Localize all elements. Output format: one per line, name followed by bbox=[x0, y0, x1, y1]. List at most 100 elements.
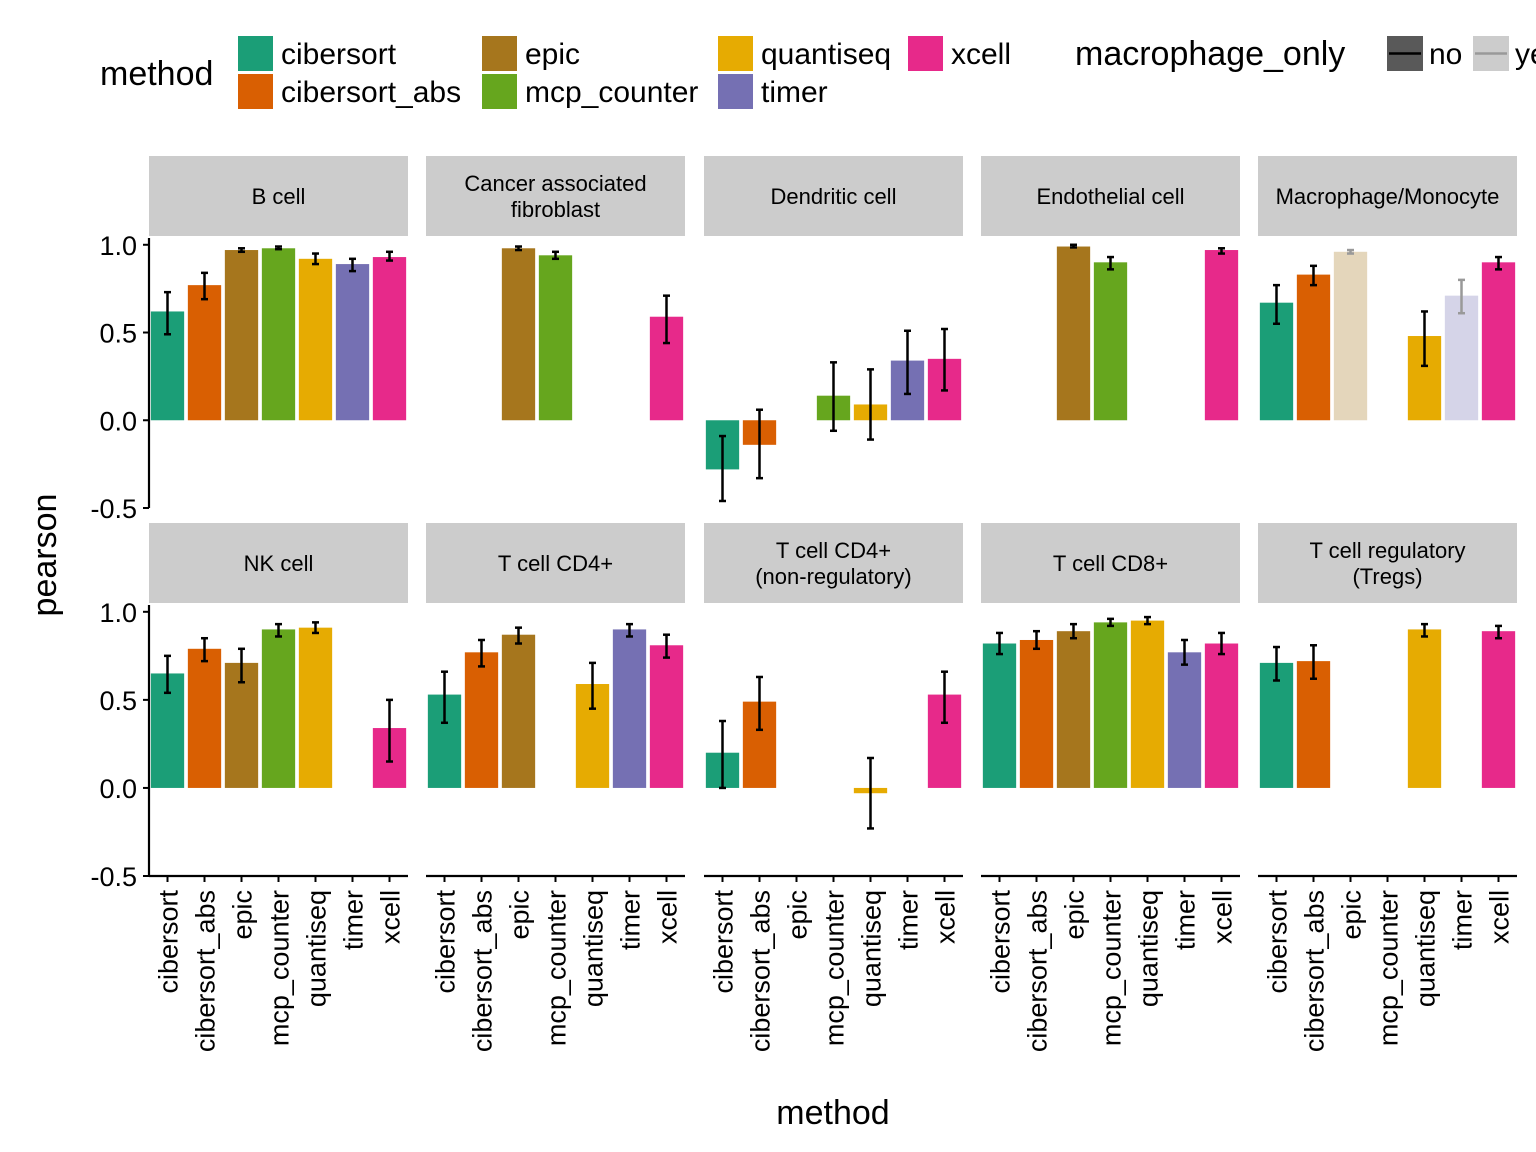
x-tick-label-cibersort-abs: cibersort_abs bbox=[1023, 890, 1053, 1052]
legend-label-cibersort: cibersort bbox=[281, 38, 397, 71]
strip-t-cell-cd4-non-regulatory bbox=[704, 523, 963, 603]
strip-label-endothelial-cell: Endothelial cell bbox=[1037, 184, 1185, 209]
errorbar-t-cell-regulatory-tregs-cibersort bbox=[1273, 645, 1280, 682]
x-tick-label-epic: epic bbox=[1060, 890, 1090, 940]
y-axis-title: pearson bbox=[26, 494, 64, 617]
strip-t-cell-regulatory-tregs bbox=[1258, 523, 1517, 603]
errorbar-t-cell-cd4-quantiseq bbox=[589, 661, 596, 710]
legend-label-epic: epic bbox=[525, 38, 580, 71]
errorbar-b-cell-epic bbox=[238, 247, 245, 254]
x-tick-label-mcp-counter: mcp_counter bbox=[1097, 890, 1127, 1046]
strip-t-cell-cd4 bbox=[426, 523, 685, 603]
errorbar-dendritic-cell-mcp-counter bbox=[830, 361, 837, 433]
legend-title-method: method bbox=[100, 55, 213, 93]
legend-label-no: no bbox=[1429, 38, 1462, 71]
errorbar-t-cell-cd8-mcp-counter bbox=[1107, 617, 1114, 628]
errorbar-endothelial-cell-xcell bbox=[1218, 247, 1225, 255]
x-tick-label-cibersort: cibersort bbox=[1263, 890, 1293, 994]
errorbar-dendritic-cell-cibersort-abs bbox=[756, 408, 763, 480]
bar-endothelial-cell-epic bbox=[1056, 246, 1091, 421]
x-tick-label-xcell: xcell bbox=[1485, 890, 1515, 944]
strip-label-t-cell-cd8: T cell CD8+ bbox=[1053, 551, 1168, 576]
bar-cancer-associated-fibroblast-epic bbox=[501, 248, 536, 421]
errorbar-t-cell-cd8-quantiseq bbox=[1144, 615, 1151, 626]
bar-b-cell-xcell bbox=[372, 257, 407, 421]
legend-label-yes: yes bbox=[1515, 38, 1536, 71]
x-tick-label-cibersort: cibersort bbox=[709, 890, 739, 994]
bar-b-cell-epic bbox=[224, 250, 259, 421]
x-tick-label-quantiseq: quantiseq bbox=[1134, 890, 1164, 1007]
bar-macrophage-monocyte-epic bbox=[1333, 251, 1368, 421]
x-tick-label-cibersort-abs: cibersort_abs bbox=[468, 890, 498, 1052]
legend-swatch-xcell bbox=[908, 36, 943, 71]
bar-t-cell-cd8-quantiseq bbox=[1130, 620, 1165, 788]
errorbar-nk-cell-mcp-counter bbox=[275, 622, 282, 638]
errorbar-nk-cell-epic bbox=[238, 647, 245, 684]
strip-label-dendritic-cell: Dendritic cell bbox=[771, 184, 897, 209]
errorbar-t-cell-cd4-timer bbox=[626, 622, 633, 638]
errorbar-macrophage-monocyte-quantiseq bbox=[1421, 310, 1428, 368]
bar-t-cell-cd8-cibersort bbox=[982, 643, 1017, 788]
errorbar-endothelial-cell-epic bbox=[1070, 243, 1077, 249]
strip-label-t-cell-cd4: T cell CD4+ bbox=[498, 551, 613, 576]
errorbar-dendritic-cell-xcell bbox=[941, 327, 948, 392]
x-tick-label-timer: timer bbox=[894, 890, 924, 950]
x-tick-label-mcp-counter: mcp_counter bbox=[1374, 890, 1404, 1046]
x-tick-label-xcell: xcell bbox=[653, 890, 683, 944]
x-tick-label-cibersort: cibersort bbox=[431, 890, 461, 994]
bar-nk-cell-mcp-counter bbox=[261, 629, 296, 788]
legend-label-timer: timer bbox=[761, 76, 828, 109]
x-tick-label-cibersort: cibersort bbox=[154, 890, 184, 994]
legend-swatch-mcp-counter bbox=[482, 74, 517, 109]
bar-t-cell-cd8-cibersort-abs bbox=[1019, 639, 1054, 788]
bar-t-cell-cd4-epic bbox=[501, 634, 536, 788]
x-tick-label-xcell: xcell bbox=[376, 890, 406, 944]
errorbar-macrophage-monocyte-xcell bbox=[1495, 255, 1502, 271]
strip-label-t-cell-cd4-non-regulatory: T cell CD4+ (non-regulatory) bbox=[755, 538, 912, 589]
strip-dendritic-cell bbox=[704, 156, 963, 236]
errorbar-nk-cell-xcell bbox=[386, 698, 393, 763]
bar-b-cell-timer bbox=[335, 264, 370, 421]
errorbar-cancer-associated-fibroblast-mcp-counter bbox=[552, 250, 559, 261]
panel-t-cell-cd8: T cell CD8+ cibersort cibersort_abs epic mcp… bbox=[981, 523, 1240, 1052]
errorbar-dendritic-cell-cibersort bbox=[719, 434, 726, 503]
bar-t-cell-cd8-xcell bbox=[1204, 643, 1239, 788]
strip-label-t-cell-regulatory-tregs: T cell regulatory (Tregs) bbox=[1309, 538, 1465, 589]
errorbar-t-cell-cd4-xcell bbox=[663, 633, 670, 659]
errorbar-macrophage-monocyte-epic bbox=[1347, 248, 1354, 255]
legend-label-mcp-counter: mcp_counter bbox=[525, 76, 698, 109]
x-tick-label-cibersort-abs: cibersort_abs bbox=[1300, 890, 1330, 1052]
legend-swatch-cibersort bbox=[238, 36, 273, 71]
panel-dendritic-cell: Dendritic cell bbox=[704, 156, 963, 503]
x-tick-label-epic: epic bbox=[505, 890, 535, 940]
errorbar-t-cell-cd8-epic bbox=[1070, 622, 1077, 640]
errorbar-dendritic-cell-quantiseq bbox=[867, 368, 874, 441]
y-tick-label: 0.5 bbox=[99, 686, 137, 716]
x-tick-label-cibersort: cibersort bbox=[986, 890, 1016, 994]
bar-t-cell-regulatory-tregs-cibersort bbox=[1259, 662, 1294, 788]
x-tick-label-timer: timer bbox=[1171, 890, 1201, 950]
x-tick-label-quantiseq: quantiseq bbox=[302, 890, 332, 1007]
strip-b-cell bbox=[149, 156, 408, 236]
strip-cancer-associated-fibroblast bbox=[426, 156, 685, 236]
x-tick-label-cibersort-abs: cibersort_abs bbox=[746, 890, 776, 1052]
panel-b-cell: B cell -0.5 0.0 0.5 1.0 bbox=[90, 156, 408, 524]
errorbar-b-cell-timer bbox=[349, 257, 356, 273]
bar-nk-cell-quantiseq bbox=[298, 627, 333, 788]
legend-swatch-cibersort-abs bbox=[238, 74, 273, 109]
x-tick-label-mcp-counter: mcp_counter bbox=[265, 890, 295, 1046]
legend-label-cibersort-abs: cibersort_abs bbox=[281, 76, 461, 109]
strip-endothelial-cell bbox=[981, 156, 1240, 236]
y-tick-label: 0.0 bbox=[99, 406, 137, 436]
errorbar-dendritic-cell-timer bbox=[904, 329, 911, 396]
strip-t-cell-cd8 bbox=[981, 523, 1240, 603]
strip-nk-cell bbox=[149, 523, 408, 603]
errorbar-macrophage-monocyte-timer bbox=[1458, 278, 1465, 315]
legend-title-macrophage-only: macrophage_only bbox=[1075, 35, 1345, 73]
bar-t-cell-regulatory-tregs-quantiseq bbox=[1407, 629, 1442, 788]
bar-t-cell-cd8-mcp-counter bbox=[1093, 622, 1128, 788]
bar-t-cell-cd4-cibersort-abs bbox=[464, 652, 499, 788]
strip-label-b-cell: B cell bbox=[252, 184, 306, 209]
bar-macrophage-monocyte-xcell bbox=[1481, 262, 1516, 421]
